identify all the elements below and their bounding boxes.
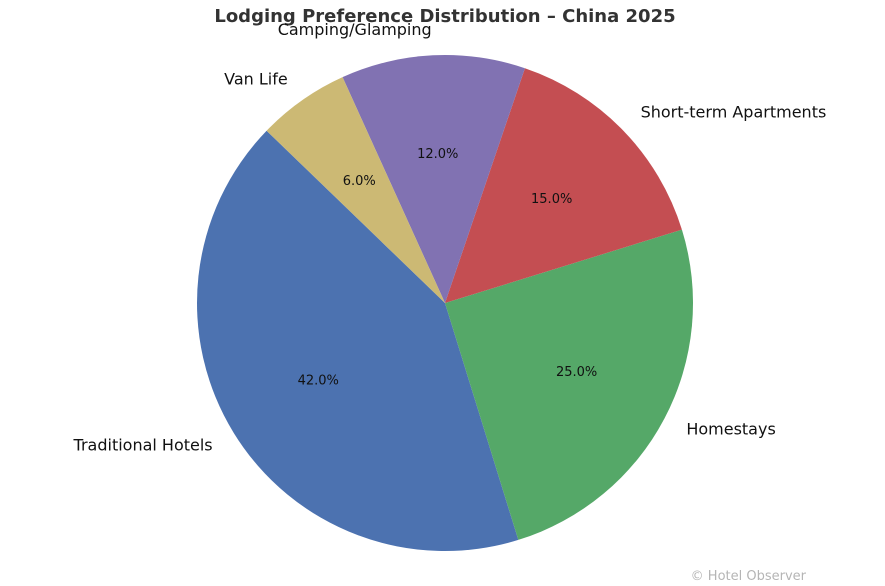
watermark-credit: © Hotel Observer — [691, 569, 807, 584]
category-label-camping-glamping: Camping/Glamping — [278, 20, 432, 39]
percent-label-short-term-apartments: 15.0% — [531, 192, 572, 207]
pie-slice-van-life — [266, 77, 445, 303]
percent-label-camping-glamping: 12.0% — [417, 147, 458, 162]
pie-slice-camping-glamping — [342, 55, 525, 304]
percent-label-traditional-hotels: 42.0% — [298, 373, 339, 388]
category-label-traditional-hotels: Traditional Hotels — [73, 435, 213, 454]
category-label-homestays: Homestays — [686, 420, 775, 439]
percent-label-van-life: 6.0% — [343, 174, 376, 189]
category-label-short-term-apartments: Short-term Apartments — [641, 102, 827, 121]
pie-slice-short-term-apartments — [445, 68, 682, 303]
pie-slices — [197, 55, 693, 551]
chart-title: Lodging Preference Distribution – China … — [214, 6, 675, 27]
category-label-van-life: Van Life — [224, 70, 288, 89]
pie-slice-traditional-hotels — [197, 130, 519, 551]
pie-labels: Traditional Hotels 42.0% Homestays 25.0% Sho… — [73, 20, 827, 454]
percent-label-homestays: 25.0% — [556, 365, 597, 380]
pie-slice-homestays — [445, 229, 693, 540]
